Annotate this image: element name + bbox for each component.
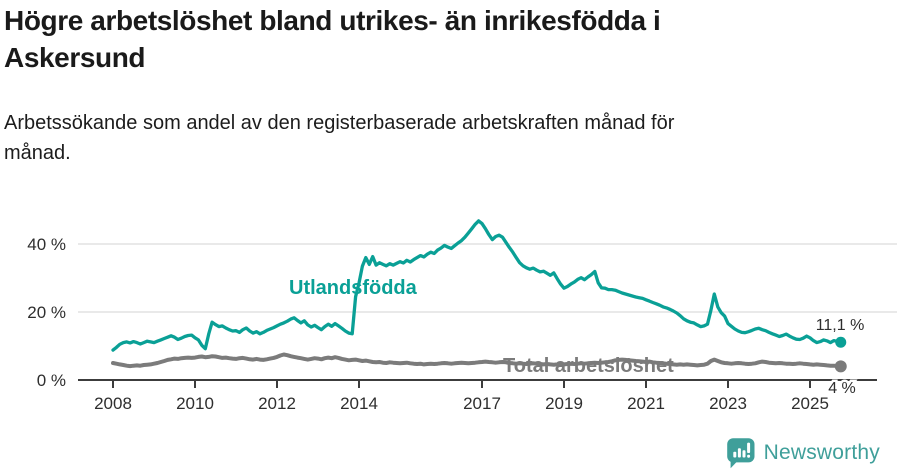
line-utlandsfodda xyxy=(111,219,843,352)
end-dot-utlandsfodda xyxy=(835,336,847,348)
brand-wordmark: Newsworthy xyxy=(763,441,880,464)
line-total-arbetsloshet xyxy=(111,352,843,369)
unemployment-line-chart: 0 % 20 % 40 % 2008 2010 2012 2014 2017 2019 2021 2… xyxy=(27,219,897,413)
x-tick-label-2021: 2021 xyxy=(627,394,665,413)
x-tick-label-2010: 2010 xyxy=(176,394,214,413)
x-tick-label-2017: 2017 xyxy=(463,394,501,413)
title-line-1: Högre arbetslöshet bland utrikes- än inr… xyxy=(4,5,661,36)
newsworthy-bubble-chart-icon xyxy=(726,438,755,469)
page-title: Högre arbetslöshet bland utrikes- än inr… xyxy=(4,2,884,76)
y-tick-label-20: 20 % xyxy=(27,303,66,322)
data-series xyxy=(111,219,847,373)
x-axis xyxy=(78,379,877,388)
x-tick-label-2014: 2014 xyxy=(340,394,378,413)
gridlines xyxy=(78,243,897,313)
series-label-total-arbetsloshet: Total arbetslöshet xyxy=(503,355,674,377)
y-tick-label-0: 0 % xyxy=(37,371,66,390)
x-tick-label-2023: 2023 xyxy=(709,394,747,413)
y-tick-label-40: 40 % xyxy=(27,235,66,254)
x-tick-label-2012: 2012 xyxy=(258,394,296,413)
newsworthy-logo: Newsworthy xyxy=(726,437,880,469)
end-value-utlandsfodda: 11,1 % xyxy=(816,317,865,334)
series-label-utlandsfodda: Utlandsfödda xyxy=(289,277,418,299)
end-dot-total-arbetsloshet xyxy=(834,360,847,373)
x-tick-label-2008: 2008 xyxy=(94,394,132,413)
subtitle-line-1: Arbetssökande som andel av den registerb… xyxy=(4,112,675,134)
x-tick-label-2019: 2019 xyxy=(545,394,583,413)
chart-labels: 0 % 20 % 40 % 2008 2010 2012 2014 2017 2019 2021 2… xyxy=(27,235,864,413)
title-line-2: Askersund xyxy=(4,42,146,73)
chart-subtitle: Arbetssökande som andel av den registerb… xyxy=(4,108,884,168)
subtitle-line-2: månad. xyxy=(4,142,71,164)
x-tick-label-2025: 2025 xyxy=(791,394,829,413)
end-value-total: 4 % xyxy=(828,380,856,397)
